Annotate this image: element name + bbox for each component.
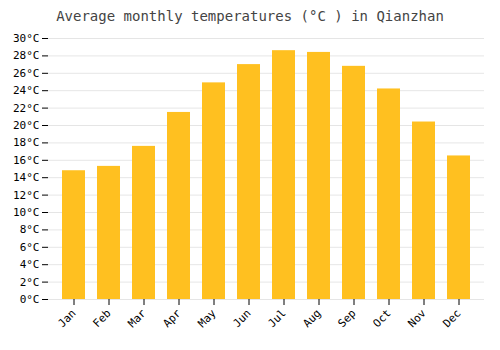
svg-text:Mar: Mar xyxy=(125,306,149,330)
svg-text:Jun: Jun xyxy=(230,307,253,330)
svg-text:Apr: Apr xyxy=(160,306,184,330)
svg-text:30°C: 30°C xyxy=(13,32,40,45)
html-text:Average monthly temperatures (: Average monthly temperatures (°C ) in Qi… xyxy=(56,8,444,24)
svg-text:Dec: Dec xyxy=(440,307,463,330)
svg-text:24°C: 24°C xyxy=(13,84,40,97)
svg-text:16°C: 16°C xyxy=(13,154,40,167)
svg-text:22°C: 22°C xyxy=(13,102,40,115)
svg-text:0°C: 0°C xyxy=(20,293,40,306)
svg-text:12°C: 12°C xyxy=(13,189,40,202)
svg-text:Feb: Feb xyxy=(90,307,113,330)
svg-text:20°C: 20°C xyxy=(13,119,40,132)
svg-text:Aug: Aug xyxy=(300,307,323,330)
svg-text:Oct: Oct xyxy=(370,307,393,330)
svg-text:6°C: 6°C xyxy=(20,241,40,254)
svg-text:Jul: Jul xyxy=(265,307,288,330)
svg-text:May: May xyxy=(195,306,219,330)
svg-text:18°C: 18°C xyxy=(13,136,40,149)
svg-text:2°C: 2°C xyxy=(20,276,40,289)
svg-text:Sep: Sep xyxy=(335,307,358,330)
svg-text:28°C: 28°C xyxy=(13,49,40,62)
svg-text:4°C: 4°C xyxy=(20,258,40,271)
svg-text:8°C: 8°C xyxy=(20,223,40,236)
svg-text:Nov: Nov xyxy=(405,306,429,330)
svg-text:14°C: 14°C xyxy=(13,171,40,184)
svg-text:10°C: 10°C xyxy=(13,206,40,219)
svg-text:Jan: Jan xyxy=(55,307,78,330)
svg-text:26°C: 26°C xyxy=(13,67,40,80)
